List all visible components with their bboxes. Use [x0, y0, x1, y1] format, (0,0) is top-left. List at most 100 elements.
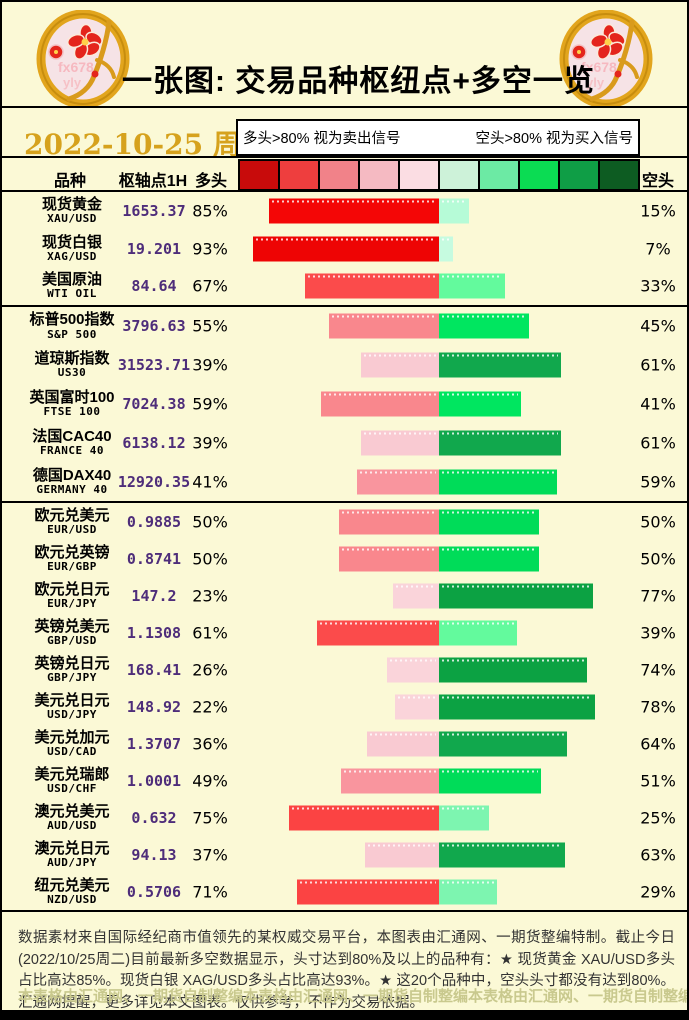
short-percent: 64%: [640, 734, 676, 753]
short-bar: [439, 546, 539, 571]
instrument-name: 欧元兑日元 EUR/JPY: [10, 581, 134, 611]
long-bar: [387, 657, 439, 682]
divider-line: [2, 156, 687, 158]
short-percent: 61%: [640, 433, 676, 453]
instrument-name: 欧元兑美元 EUR/USD: [10, 507, 134, 537]
short-bar: [439, 768, 541, 793]
instrument-code: FRANCE 40: [39, 444, 105, 458]
long-percent: 26%: [192, 660, 228, 679]
pivot-value: 7024.38: [122, 394, 186, 413]
instrument-name-cn: 英镑兑美元: [34, 617, 110, 635]
instrument-name: 美元兑日元 USD/JPY: [10, 692, 134, 722]
long-percent: 49%: [192, 771, 228, 790]
svg-text:yly: yly: [586, 75, 605, 90]
short-percent: 45%: [640, 316, 676, 336]
long-bar: [367, 731, 439, 756]
short-percent: 25%: [640, 808, 676, 827]
pivot-value: 0.9885: [126, 512, 182, 531]
short-bar: [439, 313, 529, 339]
instrument-row: 英镑兑日元 GBP/JPY 168.41 26% 74%: [2, 651, 687, 688]
instrument-name: 美国原油 WTI OIL: [10, 271, 134, 301]
short-percent: 78%: [640, 697, 676, 716]
short-bar: [439, 391, 521, 417]
scale-swatch: [520, 161, 560, 189]
instrument-row: 美元兑日元 USD/JPY 148.92 22% 78%: [2, 688, 687, 725]
long-bar: [395, 694, 439, 719]
instrument-name: 英镑兑日元 GBP/JPY: [10, 655, 134, 685]
instrument-row: 现货白银 XAG/USD 19.201 93% 7%: [2, 230, 687, 268]
pivot-value: 3796.63: [122, 317, 186, 336]
instrument-name-cn: 澳元兑日元: [34, 839, 110, 857]
pivot-value: 147.2: [131, 586, 177, 605]
scale-swatch: [480, 161, 520, 189]
long-percent: 85%: [192, 201, 228, 221]
short-percent: 50%: [640, 549, 676, 568]
short-percent: 77%: [640, 586, 676, 605]
instrument-name-cn: 欧元兑美元: [34, 506, 110, 524]
long-bar: [297, 879, 439, 904]
scale-swatch: [560, 161, 600, 189]
instrument-row: 道琼斯指数 US30 31523.71 39% 61%: [2, 346, 687, 385]
long-bar: [317, 620, 439, 645]
footer-section: 数据素材来自国际经纪商市值领先的某权威交易平台，本图表由汇通网、一期货整编特制。…: [2, 910, 687, 1018]
instrument-name: 纽元兑美元 NZD/USD: [10, 877, 134, 907]
long-percent: 36%: [192, 734, 228, 753]
pivot-value: 168.41: [126, 660, 182, 679]
scale-swatch: [600, 161, 638, 189]
instrument-name: 德国DAX40 GERMANY 40: [10, 467, 134, 497]
instrument-name: 英国富时100 FTSE 100: [10, 389, 134, 419]
plum-flower-icon: [48, 23, 103, 78]
instrument-name: 现货黄金 XAU/USD: [10, 196, 134, 226]
group-commodities: 现货黄金 XAU/USD 1653.37 85% 15% 现货白银 XAG/USD 19.20…: [2, 190, 687, 305]
scale-swatch: [240, 161, 280, 189]
instrument-code: EUR/JPY: [47, 596, 97, 610]
instrument-row: 欧元兑日元 EUR/JPY 147.2 23% 77%: [2, 577, 687, 614]
short-percent: 59%: [640, 472, 676, 492]
instrument-name-cn: 欧元兑日元: [34, 580, 110, 598]
instrument-name-cn: 美国原油: [41, 271, 102, 289]
watermark-text: 本表格由汇通网、一期货自制整编: [18, 988, 244, 1005]
long-percent: 67%: [192, 276, 228, 296]
instrument-code: FTSE 100: [43, 405, 101, 419]
instrument-code: XAG/USD: [47, 249, 97, 263]
long-bar: [269, 198, 439, 224]
instrument-code: WTI OIL: [47, 287, 97, 301]
long-signal-legend: 多头>80% 视为卖出信号: [243, 131, 401, 147]
instrument-name: 法国CAC40 FRANCE 40: [10, 428, 134, 458]
short-percent: 7%: [645, 239, 671, 258]
long-percent: 75%: [192, 808, 228, 827]
instrument-name-cn: 德国DAX40: [32, 466, 112, 484]
group-indices: 标普500指数 S&P 500 3796.63 55% 45% 道琼斯指数 US30 3152…: [2, 305, 687, 501]
long-bar: [339, 509, 439, 534]
instrument-code: USD/CHF: [47, 781, 97, 795]
instrument-code: USD/CAD: [47, 744, 97, 758]
pivot-value: 94.13: [131, 845, 177, 864]
short-percent: 33%: [640, 276, 676, 296]
instrument-name-cn: 标普500指数: [29, 311, 115, 329]
instrument-row: 现货黄金 XAU/USD 1653.37 85% 15%: [2, 192, 687, 230]
long-percent: 50%: [192, 512, 228, 531]
svg-text:yly: yly: [63, 75, 82, 90]
column-header-short: 空头: [641, 173, 674, 190]
coin-watermark-text: fx678: [58, 59, 94, 75]
instrument-name: 美元兑瑞郎 USD/CHF: [10, 766, 134, 796]
long-bar: [289, 805, 439, 830]
short-percent: 15%: [640, 201, 676, 221]
instrument-name-cn: 英国富时100: [29, 389, 115, 407]
column-header-symbol: 品种: [53, 173, 86, 190]
instrument-row: 美元兑加元 USD/CAD 1.3707 36% 64%: [2, 725, 687, 762]
long-bar: [361, 352, 439, 378]
short-bar: [439, 620, 517, 645]
watermark-text: 本表格由汇通网、一期货自制整编: [243, 988, 469, 1005]
pivot-value: 1.1308: [126, 623, 182, 642]
instrument-name: 标普500指数 S&P 500: [10, 311, 134, 341]
page-title: 一张图: 交易品种枢纽点+多空一览: [122, 65, 595, 98]
color-scale-legend: [238, 159, 640, 191]
instrument-name-cn: 澳元兑美元: [34, 802, 110, 820]
pivot-value: 31523.71: [117, 356, 191, 375]
long-percent: 41%: [192, 472, 228, 492]
instrument-row: 纽元兑美元 NZD/USD 0.5706 71% 29%: [2, 873, 687, 910]
long-bar: [305, 273, 439, 299]
short-percent: 29%: [640, 882, 676, 901]
instrument-name: 英镑兑美元 GBP/USD: [10, 618, 134, 648]
